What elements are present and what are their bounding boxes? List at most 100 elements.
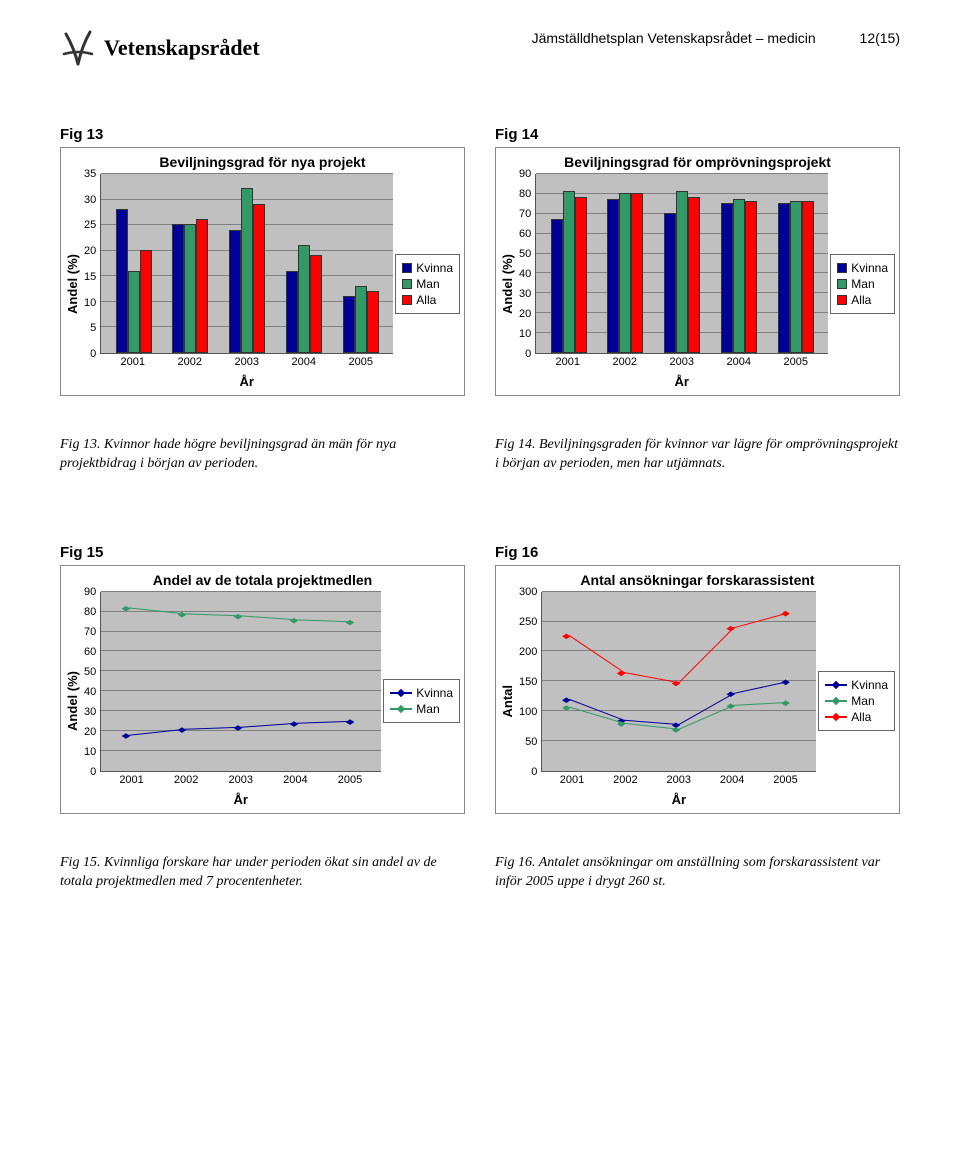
marker-man: [562, 705, 571, 711]
y-ticks: 300250200150100500: [517, 592, 539, 772]
y-axis-label: Andel (%): [65, 254, 80, 314]
x-axis-label: År: [541, 792, 816, 807]
legend-label: Kvinna: [416, 686, 453, 700]
bar-alla: [745, 201, 757, 353]
marker-man: [617, 721, 626, 727]
line-man: [129, 608, 353, 622]
marker-alla: [562, 633, 571, 639]
marker-kvinna: [727, 691, 736, 697]
legend-item: Man: [837, 277, 888, 291]
bar-group: [551, 191, 587, 353]
legend-swatch-icon: [837, 279, 847, 289]
org-logo: Vetenskapsrådet: [60, 30, 260, 66]
bar-group: [721, 199, 757, 353]
chart-title: Beviljningsgrad för nya projekt: [65, 154, 460, 170]
marker-kvinna: [562, 697, 571, 703]
legend-label: Man: [851, 277, 874, 291]
legend-swatch-icon: [837, 263, 847, 273]
x-ticks: 20012002200320042005: [541, 772, 816, 786]
marker-alla: [617, 670, 626, 676]
legend-swatch-icon: [837, 295, 847, 305]
chart-title: Antal ansökningar forskarassistent: [500, 572, 895, 588]
bar-alla: [196, 219, 208, 353]
fig15-caption: Fig 15. Kvinnliga forskare har under per…: [60, 854, 465, 892]
bar-alla: [631, 193, 643, 353]
legend-item: Kvinna: [825, 678, 888, 692]
bar-kvinna: [664, 213, 676, 353]
legend-swatch-icon: [402, 279, 412, 289]
legend: Kvinna Man Alla: [818, 671, 895, 731]
legend-item: Alla: [837, 293, 888, 307]
bar-kvinna: [343, 296, 355, 353]
bar-kvinna: [778, 203, 790, 353]
legend-item: Man: [825, 694, 888, 708]
legend-item: Kvinna: [402, 261, 453, 275]
x-ticks: 20012002200320042005: [100, 354, 393, 368]
bar-kvinna: [721, 203, 733, 353]
bar-alla: [802, 201, 814, 353]
marker-man: [234, 614, 243, 620]
bar-alla: [367, 291, 379, 353]
legend-line-icon: [825, 679, 847, 691]
fig13-chart: Beviljningsgrad för nya projekt Andel (%)…: [60, 147, 465, 396]
bar-group: [607, 193, 643, 353]
legend: KvinnaMan: [383, 679, 460, 723]
legend-item: Kvinna: [390, 686, 453, 700]
bar-man: [733, 199, 745, 353]
legend-item: Alla: [825, 710, 888, 724]
bar-man: [790, 201, 802, 353]
bar-man: [563, 191, 575, 353]
marker-kvinna: [672, 722, 681, 728]
legend-line-icon: [825, 695, 847, 707]
fig14-label: Fig 14: [495, 126, 900, 143]
bar-alla: [310, 255, 322, 353]
fig15-chart: Andel av de totala projektmedlenAndel (%…: [60, 565, 465, 814]
legend-item: Kvinna: [837, 261, 888, 275]
bar-group: [664, 191, 700, 353]
bar-man: [241, 188, 253, 353]
fig14-chart: Beviljningsgrad för omprövningsprojektAn…: [495, 147, 900, 396]
plot-area: [100, 174, 393, 354]
legend-line-icon: [825, 711, 847, 723]
fig13-label: Fig 13: [60, 126, 465, 143]
charts-row-2: Andel av de totala projektmedlenAndel (%…: [60, 565, 900, 814]
legend-item: Man: [402, 277, 453, 291]
fig15-label: Fig 15: [60, 544, 465, 561]
bar-alla: [575, 197, 587, 353]
x-ticks: 20012002200320042005: [535, 354, 828, 368]
bar-man: [298, 245, 310, 353]
line-kvinna: [570, 681, 789, 724]
legend-item: Alla: [402, 293, 453, 307]
bar-alla: [253, 204, 265, 353]
chart-title: Beviljningsgrad för omprövningsprojekt: [500, 154, 895, 170]
bar-group: [116, 209, 152, 353]
bar-kvinna: [286, 271, 298, 353]
marker-kvinna: [234, 725, 243, 731]
x-axis-label: År: [100, 792, 381, 807]
legend-label: Alla: [851, 710, 871, 724]
marker-kvinna: [782, 679, 791, 685]
legend-swatch-icon: [402, 295, 412, 305]
marker-alla: [782, 611, 791, 617]
marker-kvinna: [290, 721, 299, 727]
chart-title: Andel av de totala projektmedlen: [65, 572, 460, 588]
legend-label: Alla: [416, 293, 436, 307]
bar-kvinna: [116, 209, 128, 353]
document-page: Vetenskapsrådet Jämställdhetsplan Vetens…: [0, 0, 960, 932]
legend-label: Kvinna: [851, 678, 888, 692]
bar-man: [128, 271, 140, 353]
legend-label: Man: [851, 694, 874, 708]
header-right: Jämställdhetsplan Vetenskapsrådet – medi…: [532, 30, 900, 46]
legend-line-icon: [390, 703, 412, 715]
bar-group: [229, 188, 265, 353]
plot-area: [541, 592, 816, 772]
bar-man: [355, 286, 367, 353]
doc-title: Jämställdhetsplan Vetenskapsrådet – medi…: [532, 30, 816, 46]
bar-group: [343, 286, 379, 353]
marker-man: [290, 618, 299, 624]
line-alla: [570, 613, 789, 683]
bar-kvinna: [172, 224, 184, 353]
x-axis-label: År: [535, 374, 828, 389]
bar-man: [184, 224, 196, 353]
bar-alla: [688, 197, 700, 353]
